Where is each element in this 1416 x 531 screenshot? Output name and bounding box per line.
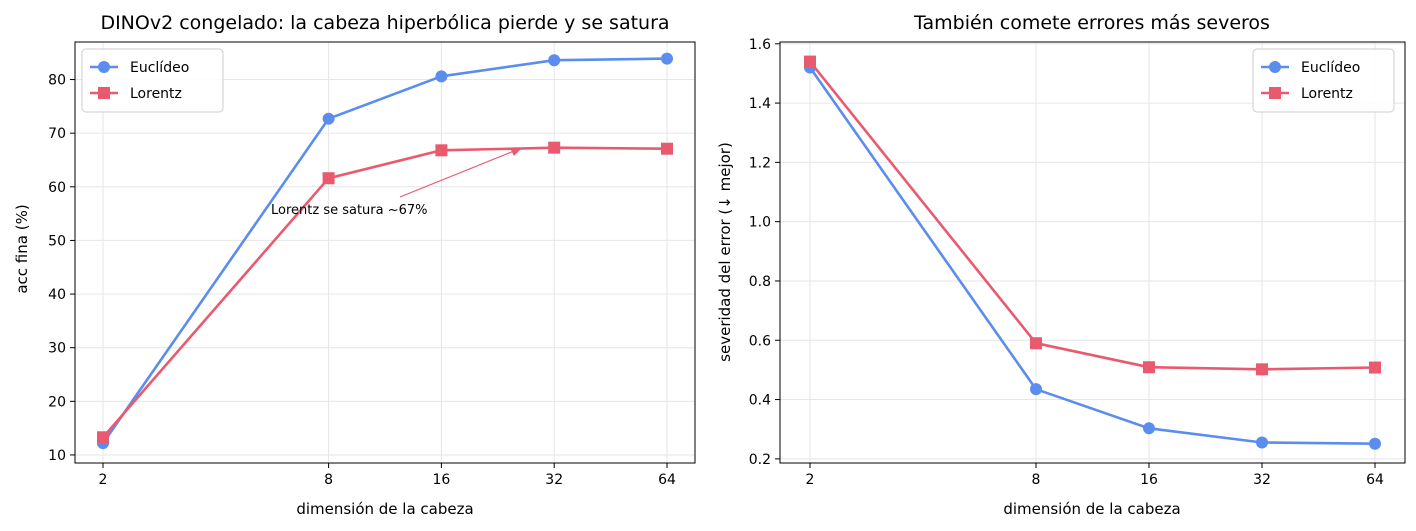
x-tick-label: 32: [545, 472, 563, 488]
left-chart-legend: Euclídeo Lorentz: [81, 48, 224, 113]
left-chart-grid: [75, 42, 695, 463]
legend-label-lorentz: Lorentz: [1301, 86, 1353, 102]
series-line-eucldeo: [101, 57, 668, 444]
series-line-lorentz: [102, 146, 668, 439]
legend-box: [1252, 48, 1395, 113]
data-point-lorentz: [804, 55, 816, 68]
data-point-lorentz: [97, 431, 109, 444]
x-tick-label: 2: [806, 472, 815, 488]
left-chart: DINOv2 congelado: la cabeza hiperbólica …: [13, 12, 696, 518]
right-chart-plot-frame: [779, 41, 1406, 464]
data-point-eucldeo: [1369, 437, 1381, 450]
y-tick-label: 1.2: [749, 155, 771, 171]
y-tick-label: 0.4: [749, 393, 771, 409]
data-point-lorentz: [1030, 337, 1042, 350]
data-point-lorentz: [322, 172, 335, 185]
series-line-eucldeo: [808, 66, 1376, 445]
y-tick-label: 30: [48, 341, 66, 357]
annotation-arrow-head: [510, 148, 522, 156]
data-point-lorentz: [1369, 361, 1381, 374]
legend-marker-lorentz: [1269, 87, 1281, 99]
right-chart-title: También comete errores más severos: [913, 12, 1270, 34]
legend-box: [81, 48, 224, 113]
x-tick-label: 64: [1366, 472, 1384, 488]
data-point-lorentz: [1256, 363, 1268, 376]
y-tick-label: 60: [48, 180, 66, 196]
right-chart-series-layer: [804, 55, 1381, 450]
y-tick-label: 40: [48, 287, 66, 303]
left-chart-ylabel: acc fina (%): [13, 204, 31, 293]
right-chart: También comete errores más severos dimen…: [716, 12, 1406, 518]
x-tick-label: 16: [1140, 472, 1158, 488]
annotation-text: Lorentz se satura ~67%: [271, 203, 428, 218]
y-tick-label: 1.4: [749, 96, 771, 112]
x-tick-label: 16: [432, 472, 450, 488]
data-point-eucldeo: [1143, 422, 1155, 435]
data-point-lorentz: [1143, 361, 1155, 374]
y-tick-label: 10: [48, 448, 66, 464]
left-chart-plot-frame: [74, 41, 696, 464]
data-point-eucldeo: [435, 70, 448, 83]
data-point-eucldeo: [661, 52, 673, 65]
legend-marker-lorentz: [98, 87, 110, 99]
right-chart-ticks: 2 8 16 32 64 0.2 0.4 0.6 0.8 1.0 1.2 1.4 1.6: [749, 37, 1384, 488]
y-tick-label: 50: [48, 233, 66, 249]
y-tick-label: 0.2: [749, 452, 771, 468]
right-chart-ylabel: severidad del error (↓ mejor): [716, 142, 734, 362]
data-point-eucldeo: [1030, 383, 1042, 396]
data-point-lorentz: [661, 142, 673, 155]
left-chart-series-layer: [97, 52, 673, 450]
y-tick-label: 80: [48, 73, 66, 89]
y-tick-label: 1.0: [749, 215, 771, 231]
x-tick-label: 32: [1253, 472, 1271, 488]
y-tick-label: 0.6: [749, 333, 771, 349]
data-point-lorentz: [435, 144, 448, 157]
x-tick-label: 2: [99, 472, 108, 488]
x-tick-label: 64: [658, 472, 676, 488]
left-chart-annotation-layer: Lorentz se satura ~67%: [271, 148, 522, 218]
legend-label-euclideo: Euclídeo: [130, 60, 189, 76]
legend-marker-euclideo: [98, 61, 110, 73]
right-chart-xlabel: dimensión de la cabeza: [1003, 500, 1180, 518]
right-chart-legend: Euclídeo Lorentz: [1252, 48, 1395, 113]
left-chart-title: DINOv2 congelado: la cabeza hiperbólica …: [100, 12, 669, 34]
legend-label-lorentz: Lorentz: [130, 86, 182, 102]
data-point-eucldeo: [322, 112, 335, 125]
x-tick-label: 8: [324, 472, 333, 488]
y-tick-label: 20: [48, 394, 66, 410]
data-point-eucldeo: [548, 54, 561, 67]
data-point-eucldeo: [1256, 436, 1268, 449]
annotation-arrow-line: [399, 150, 515, 198]
x-tick-label: 8: [1032, 472, 1041, 488]
y-tick-label: 0.8: [749, 274, 771, 290]
legend-marker-euclideo: [1269, 61, 1281, 73]
left-chart-ticks: 2 8 16 32 64 10 20 30 40 50 60 70 80: [48, 73, 676, 488]
data-point-lorentz: [548, 141, 561, 154]
y-tick-label: 1.6: [749, 37, 771, 53]
y-tick-label: 70: [48, 126, 66, 142]
left-chart-xlabel: dimensión de la cabeza: [296, 500, 473, 518]
legend-label-euclideo: Euclídeo: [1301, 60, 1360, 76]
